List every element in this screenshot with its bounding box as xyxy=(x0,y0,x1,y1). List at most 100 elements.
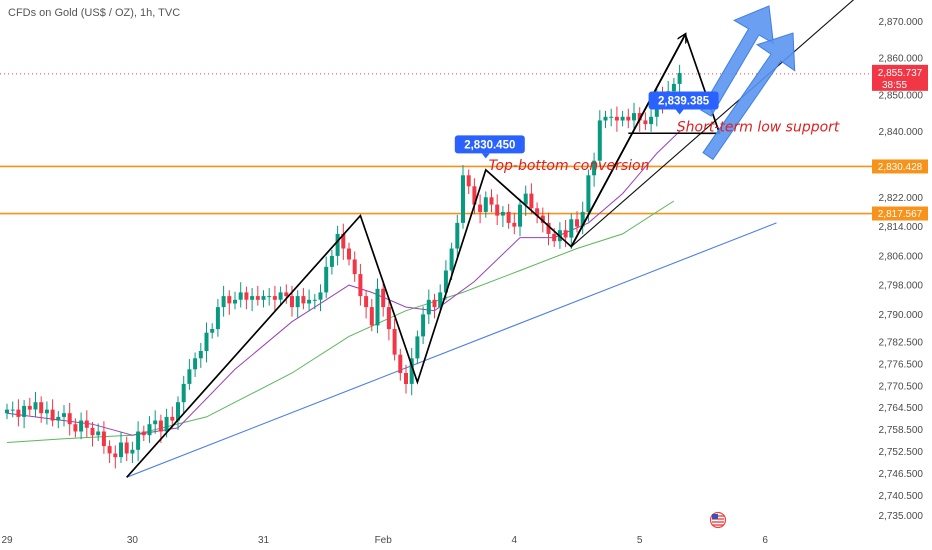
candle-body xyxy=(506,211,511,223)
candle-body xyxy=(369,307,374,326)
candle-body xyxy=(614,116,619,121)
candle-body xyxy=(563,230,568,238)
y-tick-label: 2,850.000 xyxy=(879,90,924,101)
annotation-2: Short-term low support xyxy=(677,119,840,135)
candle-body xyxy=(540,215,545,223)
x-tick-label: 5 xyxy=(637,535,643,546)
candle-body xyxy=(546,222,551,234)
candle-body xyxy=(364,296,369,308)
candle-body xyxy=(187,369,192,384)
candle-body xyxy=(535,208,540,216)
support-level-tag-text-1: 2,830.428 xyxy=(878,162,923,173)
candle-body xyxy=(609,116,614,118)
support-level-tag-text-2: 2,817.567 xyxy=(878,209,923,220)
candle-body xyxy=(267,296,272,298)
candle-body xyxy=(210,329,215,333)
candle-body xyxy=(438,292,443,307)
candle-body xyxy=(307,299,312,304)
price-callout-box-2 xyxy=(648,91,719,110)
candle-body xyxy=(637,113,642,121)
candle-body xyxy=(301,296,306,304)
price-callout-text-2: 2,839.385 xyxy=(658,95,710,107)
candle-body xyxy=(421,314,426,337)
candle-body xyxy=(90,427,95,436)
candle-body xyxy=(575,219,579,227)
candle-body xyxy=(347,248,351,260)
axes: 2,735.000 2,740.500 2,746.500 2,752.500 2,75… xyxy=(1,17,928,546)
candle-body xyxy=(136,431,141,450)
candle-body xyxy=(33,402,38,410)
candle-body xyxy=(233,299,237,304)
candle-body xyxy=(643,120,648,125)
candle-body xyxy=(250,296,255,300)
candle-body xyxy=(586,175,591,212)
y-tick-label: 2,740.500 xyxy=(879,491,924,502)
y-tick-label: 2,870.000 xyxy=(879,17,924,28)
candle-body xyxy=(113,453,118,458)
candle-body xyxy=(489,197,494,205)
annotation-1: Top-bottom conversion xyxy=(489,158,650,174)
y-tick-label: 2,814.000 xyxy=(879,222,924,233)
candle-body xyxy=(409,358,414,384)
candle-body xyxy=(56,416,61,421)
price-callout-pointer-2 xyxy=(675,109,684,115)
candle-body xyxy=(10,409,15,411)
candle-body xyxy=(569,219,574,238)
candle-body xyxy=(221,296,226,308)
candle-body xyxy=(295,296,300,308)
candle-body xyxy=(164,416,169,432)
candle-body xyxy=(341,233,346,249)
candle-body xyxy=(181,383,186,403)
moving-average-fast xyxy=(6,131,680,436)
candle-body xyxy=(244,292,249,300)
candle-body xyxy=(107,446,112,454)
candle-body xyxy=(455,222,460,249)
y-tick-label: 2,860.000 xyxy=(879,54,924,65)
x-tick-label: 6 xyxy=(762,535,768,546)
y-tick-label: 2,782.500 xyxy=(879,337,924,348)
y-tick-label: 2,735.000 xyxy=(879,511,924,522)
candle-body xyxy=(170,416,175,421)
candle-body xyxy=(290,296,294,308)
y-tick-label: 2,770.500 xyxy=(879,381,924,392)
candle-body xyxy=(84,420,89,428)
candle-body xyxy=(261,296,266,300)
candle-body xyxy=(193,358,198,370)
x-tick-label: Feb xyxy=(375,535,393,546)
candle-body xyxy=(620,116,625,121)
candle-body xyxy=(443,270,448,293)
candle-body xyxy=(478,204,483,212)
forecast-arrow-lower xyxy=(702,32,796,161)
price-callout-box-1 xyxy=(454,135,525,154)
x-tick-label: 30 xyxy=(127,535,139,546)
candle-body xyxy=(671,83,676,92)
candle-body xyxy=(324,266,329,293)
candle-body xyxy=(375,288,380,326)
candle-body xyxy=(312,299,317,301)
candle-body xyxy=(500,211,505,216)
zigzag-arrow xyxy=(570,34,685,248)
support-level-tag-1 xyxy=(872,159,928,174)
candle-body xyxy=(580,211,585,227)
candle-body xyxy=(27,405,32,410)
candle-body xyxy=(404,373,408,384)
candle-body xyxy=(461,175,465,223)
x-tick-label: 4 xyxy=(512,535,518,546)
candle-body xyxy=(62,413,66,417)
candle-body xyxy=(415,336,420,359)
candle-body xyxy=(518,204,522,227)
candle-body xyxy=(39,402,44,414)
candle-body xyxy=(198,351,203,359)
candle-body xyxy=(255,296,260,300)
candle-body xyxy=(472,186,477,205)
candle-body xyxy=(386,307,391,330)
candle-body xyxy=(119,442,123,458)
y-tick-label: 2,790.000 xyxy=(879,310,924,321)
candle-body xyxy=(16,409,21,417)
candle-body xyxy=(101,431,106,447)
y-tick-label: 2,764.500 xyxy=(879,403,924,414)
candle-body xyxy=(523,193,528,205)
y-tick-label: 2,758.500 xyxy=(879,425,924,436)
steep-trendline xyxy=(570,0,855,248)
